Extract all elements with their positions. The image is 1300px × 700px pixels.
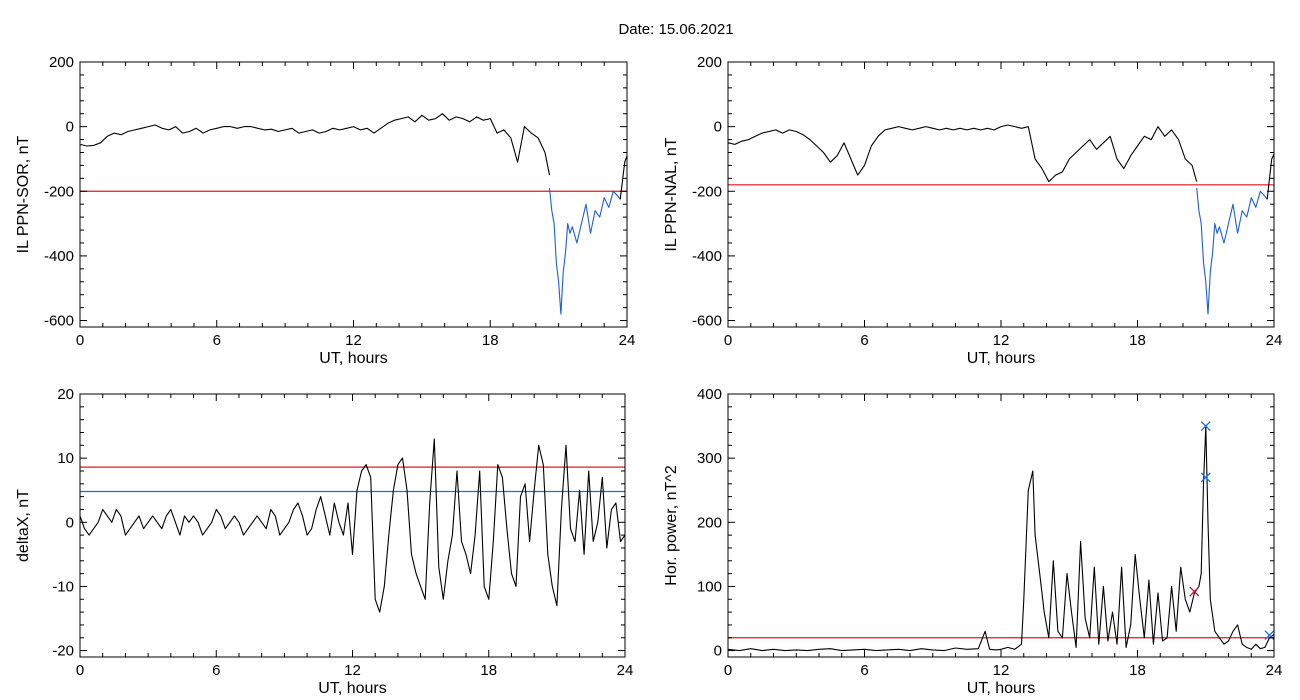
il-nal-xtick-label: 0 — [724, 332, 732, 349]
deltax-xtick-label: 24 — [617, 662, 634, 679]
deltax-x-axis-title: UT, hours — [318, 680, 386, 697]
hor-power-marker-2 — [1189, 586, 1200, 597]
il-sor-ytick-label: -400 — [44, 248, 74, 265]
il-sor-series-line-2 — [619, 155, 628, 200]
hor-power-xtick-label: 18 — [1129, 662, 1146, 679]
il-sor-ytick-label: 200 — [49, 54, 74, 71]
panel-il-ppn-nal: 0 6 12 18 24 -600 -400 -200 0 200 UT, hours IL PPN-… — [663, 54, 1282, 367]
deltax-ytick-label: -20 — [52, 643, 74, 660]
il-nal-ytick-label: 0 — [714, 119, 722, 136]
il-nal-series-line-1 — [1196, 187, 1268, 315]
panel-horizontal-power: 0 6 12 18 24 0 100 200 300 400 UT, hours Hor. power… — [663, 386, 1282, 697]
il-sor-xtick-label: 24 — [619, 332, 636, 349]
panel-il-ppn-sor: 0 6 12 18 24 -600 -400 -200 0 200 UT, hours IL PPN-… — [15, 54, 635, 367]
hor-power-ytick-label: 0 — [714, 643, 722, 660]
hor-power-xtick-label: 6 — [860, 662, 868, 679]
deltax-ytick-label: 20 — [57, 386, 74, 403]
il-nal-ytick-label: -600 — [692, 313, 722, 330]
deltax-ytick-label: -10 — [52, 578, 74, 595]
il-nal-y-axis-title: IL PPN-NAL, nT — [663, 137, 680, 251]
hor-power-x-axis-title: UT, hours — [967, 680, 1035, 697]
il-sor-xtick-label: 0 — [76, 332, 84, 349]
deltax-ytick-label: 0 — [66, 514, 74, 531]
il-sor-xtick-label: 12 — [345, 332, 362, 349]
il-sor-xtick-label: 6 — [213, 332, 221, 349]
il-nal-plot-frame — [727, 61, 1275, 328]
il-sor-xtick-label: 18 — [482, 332, 499, 349]
hor-power-marker-1 — [1200, 472, 1211, 483]
deltax-xtick-label: 18 — [480, 662, 497, 679]
il-nal-series-line-0 — [727, 124, 1198, 183]
il-sor-x-axis-title: UT, hours — [319, 350, 387, 367]
il-nal-ytick-label: 200 — [697, 54, 722, 71]
deltax-ytick-label: 10 — [57, 450, 74, 467]
il-nal-xtick-label: 24 — [1266, 332, 1283, 349]
il-sor-ytick-label: 0 — [66, 119, 74, 136]
deltax-xtick-label: 6 — [212, 662, 220, 679]
deltax-xtick-label: 12 — [344, 662, 361, 679]
il-nal-ytick-label: -400 — [692, 248, 722, 265]
deltax-plot-frame — [79, 393, 626, 658]
hor-power-xtick-label: 24 — [1266, 662, 1283, 679]
hor-power-plot-frame — [727, 393, 1275, 658]
il-sor-ytick-label: -200 — [44, 183, 74, 200]
il-sor-plot-frame — [79, 61, 628, 328]
deltax-y-axis-title: deltaX, nT — [15, 489, 32, 562]
il-nal-xtick-label: 12 — [993, 332, 1010, 349]
il-nal-xtick-label: 6 — [860, 332, 868, 349]
deltax-xtick-label: 0 — [76, 662, 84, 679]
il-nal-xtick-label: 18 — [1129, 332, 1146, 349]
hor-power-marker-0 — [1200, 421, 1211, 432]
il-nal-series-line-2 — [1266, 153, 1275, 200]
hor-power-series-line-0 — [727, 425, 1275, 652]
hor-power-ytick-label: 100 — [697, 578, 722, 595]
hor-power-ytick-label: 200 — [697, 514, 722, 531]
il-nal-ytick-label: -200 — [692, 183, 722, 200]
figure-title: Date: 15.06.2021 — [618, 21, 733, 38]
il-nal-x-axis-title: UT, hours — [967, 350, 1035, 367]
panel-deltax: 0 6 12 18 24 -20 -10 0 10 20 UT, hours deltaX, nT — [15, 386, 633, 697]
il-sor-series-line-0 — [79, 113, 551, 176]
il-sor-ytick-label: -600 — [44, 313, 74, 330]
hor-power-xtick-label: 0 — [724, 662, 732, 679]
il-sor-series-line-1 — [548, 187, 621, 315]
deltax-series-line-0 — [79, 438, 626, 613]
hor-power-xtick-label: 12 — [993, 662, 1010, 679]
hor-power-ytick-label: 400 — [697, 386, 722, 403]
hor-power-ytick-label: 300 — [697, 450, 722, 467]
hor-power-y-axis-title: Hor. power, nT^2 — [663, 465, 680, 586]
il-sor-y-axis-title: IL PPN-SOR, nT — [15, 135, 32, 253]
